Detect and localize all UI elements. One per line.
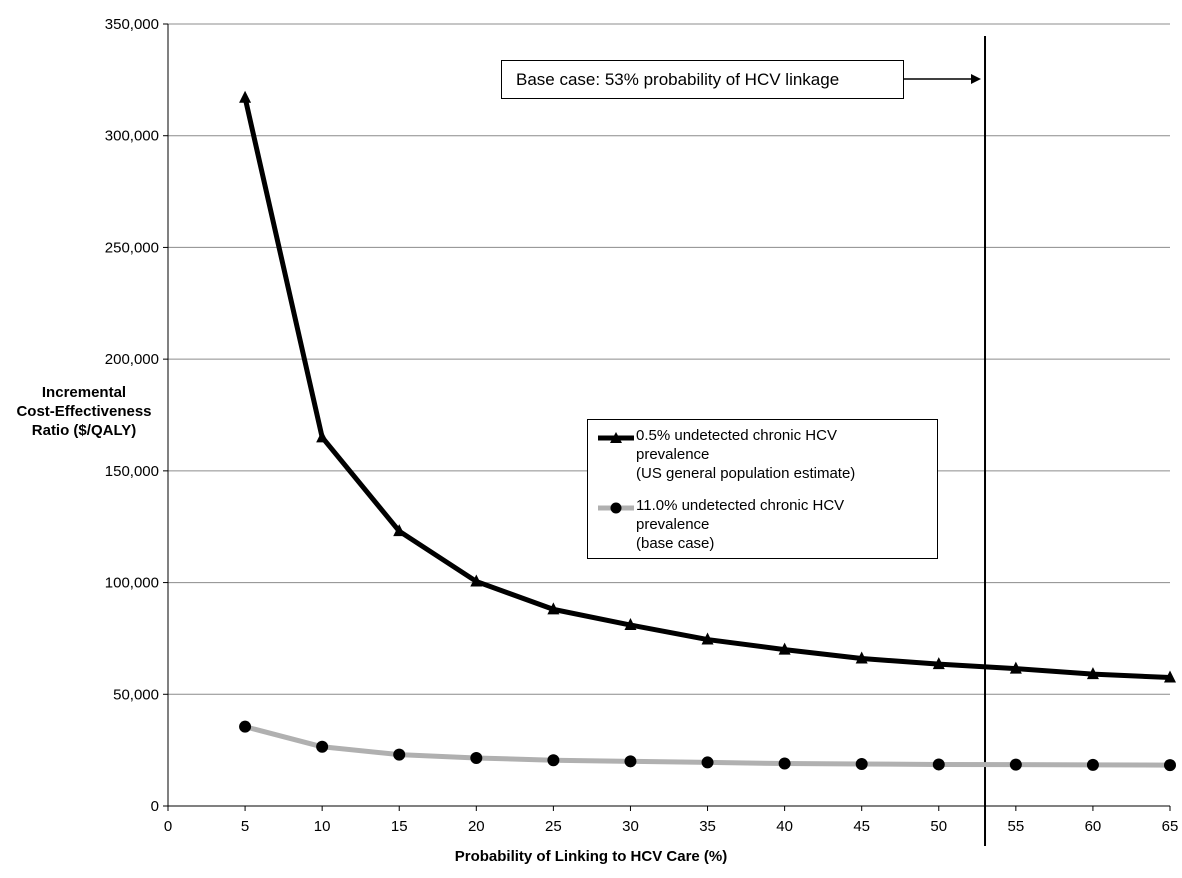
- y-tick-label: 350,000: [105, 16, 159, 33]
- data-point: [316, 740, 329, 753]
- data-point: [547, 602, 560, 615]
- y-tick-labels: 0 50,000 100,000 150,000 200,000 250,000 300,0…: [105, 16, 159, 815]
- x-tick-label: 10: [314, 818, 331, 835]
- x-axis-label: Probability of Linking to HCV Care (%): [454, 848, 728, 865]
- annotation-arrow: [904, 74, 982, 84]
- data-point: [239, 90, 252, 103]
- series-2: [239, 720, 1176, 772]
- x-tick-label: 15: [391, 818, 408, 835]
- data-point: [393, 524, 406, 537]
- x-tick-labels: 0 5 10 15 20 25 30 35 40 45 50 55 60 65: [164, 818, 1179, 835]
- data-point: [701, 632, 714, 645]
- y-tick-label: 250,000: [105, 239, 159, 256]
- data-point: [778, 642, 791, 655]
- data-point: [855, 651, 868, 664]
- series-line: [242, 95, 1173, 681]
- data-point: [624, 618, 637, 631]
- data-point: [547, 754, 560, 767]
- x-tick-label: 55: [1008, 818, 1025, 835]
- data-point: [778, 757, 791, 770]
- data-point: [624, 755, 637, 768]
- x-tick-label: 65: [1162, 818, 1179, 835]
- x-tick-label: 5: [241, 818, 249, 835]
- legend-label-2: 11.0% undetected chronic HCV prevalence …: [636, 496, 844, 553]
- series-1: [239, 90, 1176, 683]
- data-point: [932, 657, 945, 670]
- x-tick-label: 45: [853, 818, 870, 835]
- data-point: [316, 430, 329, 443]
- x-tick-label: 20: [468, 818, 485, 835]
- x-tick-label: 35: [699, 818, 716, 835]
- data-point: [1164, 670, 1176, 683]
- legend: 0.5% undetected chronic HCV prevalence (…: [587, 419, 938, 559]
- data-point: [1164, 759, 1176, 772]
- base-case-annotation: Base case: 53% probability of HCV linkag…: [501, 60, 904, 99]
- legend-label-1: 0.5% undetected chronic HCV prevalence (…: [636, 426, 855, 483]
- data-point: [855, 757, 868, 770]
- y-axis-label: Incremental Cost-Effectiveness Ratio ($/…: [0, 383, 168, 440]
- data-point: [1086, 667, 1099, 680]
- legend-label-1-line-2: prevalence: [636, 446, 710, 463]
- x-tick-label: 0: [164, 818, 172, 835]
- y-tick-label: 50,000: [113, 686, 159, 703]
- x-tick-label: 25: [545, 818, 562, 835]
- data-point: [470, 751, 483, 764]
- data-point: [470, 574, 483, 587]
- axes: [163, 23, 1171, 811]
- x-tick-label: 60: [1085, 818, 1102, 835]
- x-tick-label: 30: [622, 818, 639, 835]
- y-axis-label-line-3: Ratio ($/QALY): [31, 422, 137, 439]
- legend-label-2-line-1: 11.0% undetected chronic HCV: [636, 497, 845, 514]
- data-point: [701, 756, 714, 769]
- y-tick-label: 0: [151, 798, 159, 815]
- data-point: [932, 758, 945, 771]
- legend-label-1-line-1: 0.5% undetected chronic HCV: [636, 427, 837, 444]
- data-point: [393, 748, 406, 761]
- arrow-head: [971, 74, 982, 84]
- series-group: [239, 90, 1176, 772]
- y-tick-label: 150,000: [105, 463, 159, 480]
- data-point: [1009, 661, 1022, 674]
- y-tick-label: 200,000: [105, 351, 159, 368]
- gridlines: [168, 23, 1170, 695]
- legend-swatch-triangle: [598, 432, 634, 443]
- x-tick-label: 40: [776, 818, 793, 835]
- legend-swatch-circle: [598, 502, 634, 514]
- data-point: [239, 720, 252, 733]
- data-point: [1086, 758, 1099, 771]
- legend-label-1-line-3: (US general population estimate): [636, 465, 856, 482]
- y-axis-label-line-1: Incremental: [41, 384, 127, 401]
- y-tick-label: 300,000: [105, 128, 159, 145]
- data-point: [1009, 758, 1022, 771]
- y-axis-label-line-2: Cost-Effectiveness: [16, 403, 152, 420]
- x-tick-label: 50: [930, 818, 947, 835]
- y-tick-label: 100,000: [105, 575, 159, 592]
- legend-label-2-line-2: prevalence: [636, 516, 710, 533]
- legend-label-2-line-3: (base case): [636, 535, 715, 552]
